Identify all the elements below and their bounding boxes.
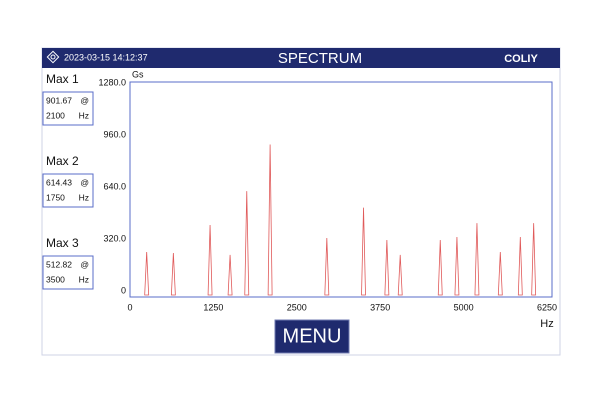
spike [437,239,443,296]
spike [454,237,460,296]
screen-title: SPECTRUM [278,50,362,67]
menu-button[interactable] [274,319,350,354]
display [41,47,561,356]
max-freq: 3500 [46,274,65,284]
max-unit: Hz [79,192,89,202]
max-sep: @ [80,177,89,187]
max-box [42,173,94,208]
spike [517,237,523,296]
x-tick-label: 6250 [537,302,557,312]
x-tick-label: 2500 [287,302,307,312]
spike [144,251,150,296]
spike [497,251,503,296]
y-axis-label: Gs [132,69,144,79]
spike [170,252,176,296]
spike [531,223,537,296]
max-value: 614.43 [46,177,72,187]
max-label: Max 3 [46,236,79,250]
max-unit: Hz [79,274,89,284]
max-sep: @ [80,259,89,269]
x-tick-label: 3750 [370,302,390,312]
datetime: 2023-03-15 14:12:37 [64,52,148,62]
y-tick-label: 0 [121,285,126,295]
spike [324,238,330,296]
spike [227,254,233,296]
max-value: 512.82 [46,259,72,269]
max-box [42,255,94,290]
max-unit: Hz [79,110,89,120]
max-label: Max 2 [46,154,79,168]
spike [474,223,480,296]
x-tick-label: 5000 [454,302,474,312]
plot-frame [129,81,553,298]
y-tick-label: 960.0 [103,129,126,139]
brand-logo: COLIY [504,53,538,65]
y-tick-label: 1280.0 [98,77,126,87]
y-tick-label: 640.0 [103,181,126,191]
spike [397,254,403,296]
spike [244,191,250,296]
header-bar [42,48,560,68]
spike [384,239,390,296]
logo-icon [46,50,60,64]
max-freq: 1750 [46,192,65,202]
menu-label[interactable]: MENU [283,325,342,347]
spike [361,207,366,296]
x-axis-label: Hz [540,318,553,330]
max-label: Max 1 [46,72,79,86]
y-tick-label: 320.0 [103,233,126,243]
spike [207,225,213,296]
max-sep: @ [80,95,89,105]
max-value: 901.67 [46,95,72,105]
x-tick-label: 1250 [203,302,223,312]
x-tick-label: 0 [127,302,132,312]
max-freq: 2100 [46,110,65,120]
spike [267,144,273,296]
max-box [42,91,94,126]
